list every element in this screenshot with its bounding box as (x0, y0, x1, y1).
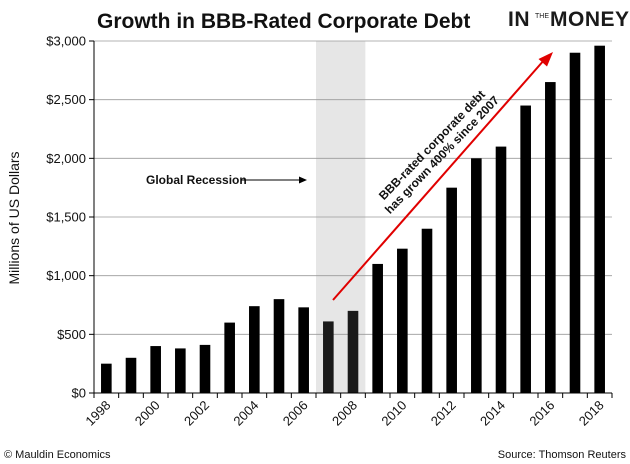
copyright-note: © Mauldin Economics (4, 449, 111, 461)
bar-2009 (372, 263, 383, 393)
bar-1998 (101, 363, 112, 393)
x-tick-label-2016: 2016 (526, 398, 557, 429)
bar-2001 (175, 348, 186, 393)
x-tick-label-2006: 2006 (280, 398, 311, 429)
y-tick-label-3: $1,500 (46, 210, 86, 225)
bar-2003 (224, 322, 235, 393)
bar-2013 (471, 158, 482, 393)
x-tick-label-2012: 2012 (428, 398, 459, 429)
bar-2008 (347, 310, 359, 393)
in-the-money-logo: IN THE MONEY (508, 8, 630, 31)
growth-arrow-head (538, 52, 553, 67)
x-tick-label-1998: 1998 (82, 398, 113, 429)
bar-2005 (273, 299, 285, 393)
x-tick-label-2014: 2014 (477, 398, 508, 429)
bar-2017 (569, 52, 581, 393)
growth-arrow-line (332, 58, 546, 301)
y-tick-label-0: $0 (72, 386, 86, 401)
bar-2000 (150, 346, 161, 393)
chart-title: Growth in BBB-Rated Corporate Debt (97, 10, 470, 33)
logo-prefix: IN (508, 8, 530, 31)
axes (89, 40, 613, 398)
growth-annotation: BBB-rated corporate debt has grown 400% … (332, 52, 553, 301)
x-tick-label-2000: 2000 (132, 398, 163, 429)
bar-2007 (323, 321, 334, 393)
recession-label: Global Recession (146, 173, 247, 187)
x-tick-label-2002: 2002 (181, 398, 212, 429)
logo-suffix: MONEY (550, 8, 630, 31)
bar-2010 (397, 248, 408, 393)
bars (101, 45, 605, 394)
y-tick-label-4: $2,000 (46, 151, 86, 166)
source-note: Source: Thomson Reuters (498, 449, 627, 461)
x-tick-label-2004: 2004 (230, 398, 261, 429)
x-tick-labels: 1998 2000 2002 2004 2006 2008 2010 2012 2014 2016… (82, 398, 606, 429)
y-tick-label-2: $1,000 (46, 268, 86, 283)
x-tick-label-2018: 2018 (576, 398, 607, 429)
y-tick-label-6: $3,000 (46, 34, 86, 49)
logo-middle: THE (535, 13, 549, 20)
bar-2014 (495, 146, 507, 393)
bar-2015 (520, 105, 531, 394)
gridlines (94, 40, 612, 335)
bar-2012 (446, 187, 457, 393)
x-tick-label-2008: 2008 (329, 398, 360, 429)
recession-arrow-head (299, 176, 307, 184)
y-tick-labels: $0 $500 $1,000 $1,500 $2,000 $2,500 $3,000 (46, 34, 86, 401)
bar-2002 (199, 344, 211, 393)
y-tick-label-1: $500 (57, 327, 86, 342)
x-tick-label-2010: 2010 (378, 398, 409, 429)
bar-2004 (249, 306, 260, 393)
bar-1999 (125, 357, 137, 393)
bar-2006 (298, 307, 309, 393)
growth-label-line2: has grown 400% since 2007 (382, 93, 502, 217)
bar-2018 (594, 45, 605, 394)
y-axis-label: Millions of US Dollars (6, 151, 22, 284)
bar-2011 (421, 228, 433, 393)
y-tick-label-5: $2,500 (46, 92, 86, 107)
recession-annotation: Global Recession (146, 173, 307, 187)
bar-2016 (545, 82, 556, 394)
